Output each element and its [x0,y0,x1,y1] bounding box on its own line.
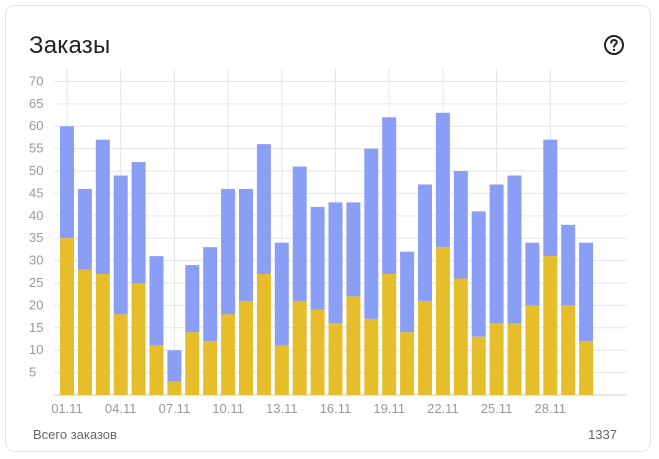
bar-segment-bottom[interactable] [77,269,92,395]
y-tick-label: 65 [29,96,43,111]
bar-segment-top[interactable] [239,188,253,301]
total-orders-label: Всего заказов [33,427,117,442]
y-tick-label: 50 [29,163,43,178]
bar-segment-top[interactable] [489,184,504,324]
bar-segment-bottom[interactable] [543,256,558,395]
bar-segment-top[interactable] [77,188,92,270]
bar-segment-top[interactable] [364,148,379,319]
bar-segment-top[interactable] [561,224,576,306]
orders-bar-chart: 5 10 15 20 25 30 35 40 45 50 55 60 65 70 01.11 04.11 07… [29,68,627,416]
y-tick-label: 25 [29,275,43,290]
bar-segment-top[interactable] [507,175,522,324]
y-tick-label: 20 [29,297,43,312]
bar-segment-bottom[interactable] [561,305,576,395]
bar-segment-top[interactable] [543,139,558,257]
y-tick-label: 40 [29,208,43,223]
x-tick-label: 28.11 [535,401,567,416]
bar-segment-bottom[interactable] [221,314,236,395]
bar-segment-top[interactable] [579,242,594,342]
bar-segment-top[interactable] [382,117,397,275]
bar-segment-top[interactable] [113,175,128,315]
bar-segment-top[interactable] [435,112,450,248]
x-tick-label: 01.11 [51,401,83,416]
y-tick-label: 10 [29,342,43,357]
bar-segment-bottom[interactable] [418,300,432,395]
question-circle-icon[interactable] [603,34,625,56]
x-tick-label: 13.11 [266,401,298,416]
x-tick-label: 25.11 [481,401,513,416]
bar-segment-bottom[interactable] [382,274,397,395]
bar-segment-bottom[interactable] [328,323,343,395]
bar-segment-bottom[interactable] [579,341,594,395]
bar-segment-bottom[interactable] [453,278,468,395]
bar-segment-bottom[interactable] [489,323,504,395]
x-tick-label: 07.11 [159,401,191,416]
y-tick-label: 30 [29,253,43,268]
bar-segment-bottom[interactable] [310,309,325,395]
y-tick-label: 35 [29,230,43,245]
bar-segment-bottom[interactable] [95,274,110,395]
bar-segment-top[interactable] [95,139,110,275]
bar-segment-top[interactable] [525,242,540,306]
bar-segment-bottom[interactable] [346,296,361,395]
bar-segment-bottom[interactable] [113,314,128,395]
bar-segment-bottom[interactable] [239,300,253,395]
bar-segment-bottom[interactable] [274,345,289,395]
total-orders-value: 1337 [588,427,617,442]
bar-segment-bottom[interactable] [525,305,540,395]
x-tick-label: 10.11 [212,401,244,416]
bar-segment-bottom[interactable] [292,300,307,395]
bar-segment-top[interactable] [185,265,200,333]
bar-segment-top[interactable] [310,206,325,310]
bar-segment-top[interactable] [274,242,289,346]
bar-segment-bottom[interactable] [400,332,415,395]
bar-segment-top[interactable] [328,202,343,324]
bar-segment-bottom[interactable] [203,341,218,395]
y-tick-label: 55 [29,141,43,156]
bar-segment-bottom[interactable] [507,323,522,395]
chart-bars [60,112,594,395]
x-axis-labels: 01.11 04.11 07.11 10.11 13.11 16.11 19.11 22.11… [51,401,566,416]
bar-segment-bottom[interactable] [131,283,146,395]
bar-segment-top[interactable] [471,211,486,337]
bar-segment-top[interactable] [131,162,146,284]
x-tick-label: 19.11 [373,401,405,416]
x-tick-label: 04.11 [105,401,137,416]
y-tick-label: 60 [29,118,43,133]
y-tick-label: 5 [29,365,36,380]
bar-segment-bottom[interactable] [185,332,200,395]
orders-widget: Заказы 5 10 15 20 25 30 35 40 45 50 55 60 65 70 01.11… [5,5,651,452]
bar-segment-bottom[interactable] [471,336,486,395]
bar-segment-top[interactable] [203,247,218,342]
y-tick-label: 45 [29,185,43,200]
x-tick-label: 22.11 [427,401,459,416]
bar-segment-top[interactable] [292,166,307,301]
bar-segment-top[interactable] [167,350,182,382]
bar-segment-bottom[interactable] [167,381,182,395]
bar-segment-bottom[interactable] [364,318,379,395]
bar-segment-top[interactable] [149,256,164,346]
widget-title: Заказы [29,32,111,59]
bar-segment-top[interactable] [60,126,74,239]
y-tick-label: 70 [29,73,43,88]
x-tick-label: 16.11 [320,401,352,416]
bar-segment-top[interactable] [346,202,361,297]
bar-segment-top[interactable] [221,188,236,315]
y-tick-label: 15 [29,320,43,335]
bar-segment-bottom[interactable] [149,345,164,395]
bar-segment-bottom[interactable] [435,247,450,395]
bar-segment-bottom[interactable] [60,238,74,395]
bar-segment-top[interactable] [256,144,271,275]
bar-segment-top[interactable] [453,171,468,279]
bar-segment-top[interactable] [418,184,432,301]
y-axis-labels: 5 10 15 20 25 30 35 40 45 50 55 60 65 70 [29,73,43,379]
bar-segment-bottom[interactable] [256,274,271,395]
bar-segment-top[interactable] [400,251,415,333]
